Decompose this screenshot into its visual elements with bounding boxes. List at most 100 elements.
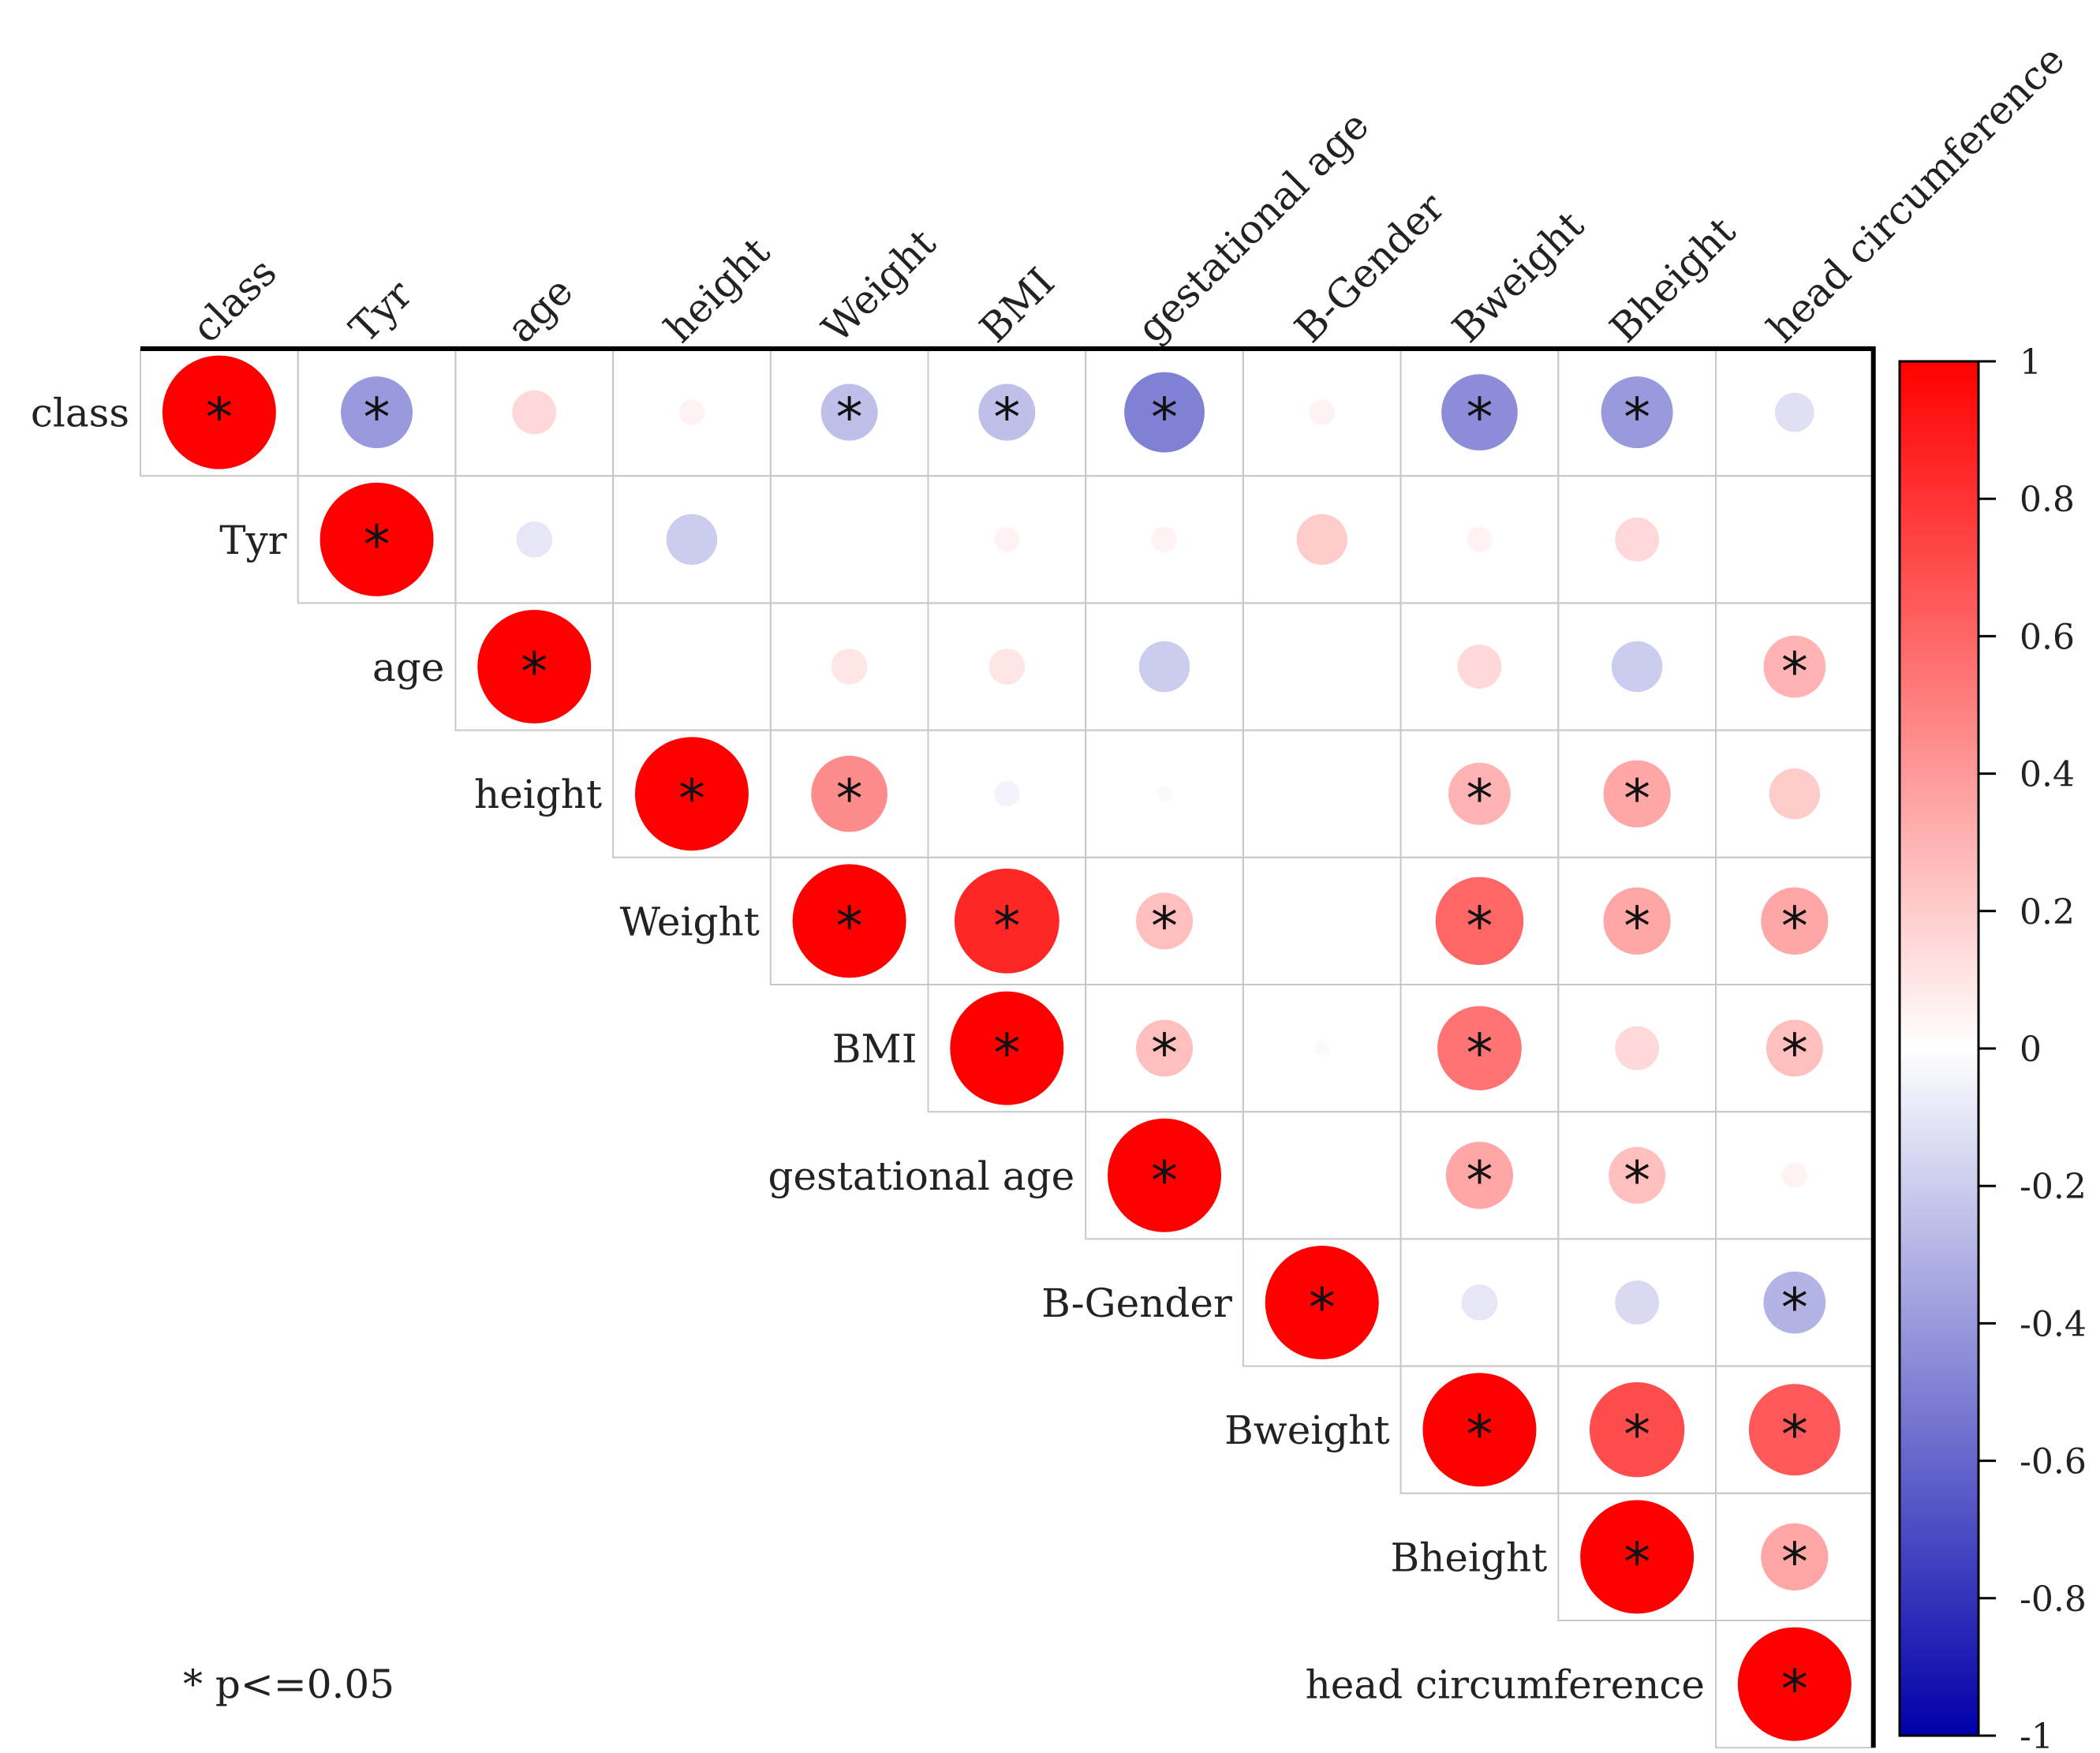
- correlation-circle: [319, 482, 434, 596]
- correlation-circle: [512, 390, 557, 435]
- significance-marker: *: [1624, 895, 1650, 958]
- correlation-circle: [1136, 1019, 1194, 1077]
- correlation-circle: [994, 526, 1020, 552]
- significance-marker: *: [1624, 1150, 1650, 1213]
- significance-marker: *: [1781, 1531, 1808, 1594]
- significance-marker: *: [1624, 768, 1650, 831]
- correlation-circle: [1467, 526, 1493, 552]
- colorbar-scale: [1898, 360, 1980, 1737]
- grid-cell: [612, 602, 772, 731]
- significance-marker: *: [1151, 387, 1178, 450]
- correlation-circle: [162, 355, 276, 469]
- row-label: Bheight: [1390, 1534, 1547, 1580]
- significance-marker: *: [1781, 1277, 1808, 1340]
- correlation-circle: [1615, 1026, 1660, 1071]
- correlation-circle: [1445, 1142, 1514, 1209]
- significance-legend: * p<=0.05: [183, 1661, 394, 1707]
- row-label: BMI: [832, 1026, 917, 1072]
- significance-marker: *: [1151, 1150, 1178, 1213]
- correlation-circle: [1763, 635, 1826, 698]
- row-label: age: [372, 645, 444, 690]
- correlation-circle: [1156, 786, 1173, 802]
- grid-cell: [1715, 475, 1874, 604]
- significance-marker: *: [1624, 1531, 1650, 1594]
- colorbar-tick-label: 0.2: [2020, 892, 2075, 933]
- correlation-circle: [792, 864, 906, 978]
- correlation-circle: [1136, 892, 1194, 950]
- column-label: Weight: [813, 220, 944, 351]
- colorbar: 1 0.8 0.6 0.4 0.2 0 -0.2 -0.4 -0.6 -0.8 -1: [1898, 342, 2087, 1753]
- column-label: class: [183, 249, 285, 351]
- significance-marker: *: [1466, 768, 1493, 831]
- significance-marker: *: [1624, 387, 1650, 450]
- correlation-circle: [1603, 760, 1671, 828]
- correlation-circle: [1763, 1271, 1826, 1334]
- row-label: B-Gender: [1041, 1280, 1232, 1326]
- correlation-circle: [1601, 376, 1673, 449]
- correlation-circle: [1580, 1500, 1695, 1614]
- correlation-circle: [634, 737, 749, 851]
- correlation-circle: [1138, 641, 1190, 693]
- correlation-circle: [1309, 399, 1335, 425]
- significance-marker: *: [1781, 1023, 1808, 1086]
- correlation-circle: [1609, 1146, 1666, 1204]
- correlation-circle: [978, 383, 1036, 441]
- row-label: Bweight: [1224, 1407, 1389, 1453]
- correlation-circle: [1313, 1040, 1330, 1056]
- colorbar-tick-label: -0.4: [2020, 1304, 2087, 1344]
- colorbar-tick-label: -0.6: [2020, 1442, 2087, 1482]
- correlation-circle: [1615, 1280, 1660, 1325]
- significance-marker: *: [993, 1023, 1020, 1086]
- row-label: gestational age: [768, 1153, 1075, 1199]
- correlation-circle: [1737, 1627, 1852, 1741]
- significance-marker: *: [1466, 1023, 1493, 1086]
- correlation-circle: [1774, 392, 1814, 432]
- significance-marker: *: [364, 514, 390, 577]
- correlation-circle: [1615, 517, 1660, 562]
- correlation-circle: [1748, 1384, 1840, 1476]
- correlation-circle: [1422, 1373, 1537, 1487]
- correlation-circle: [1761, 887, 1829, 955]
- significance-marker: *: [993, 387, 1020, 450]
- correlation-circle: [1611, 641, 1663, 693]
- row-label: Tyr: [219, 518, 287, 563]
- row-label: head circumference: [1306, 1662, 1705, 1708]
- significance-marker: *: [1309, 1277, 1336, 1340]
- row-label: class: [31, 391, 129, 436]
- grid-cell: [1242, 602, 1402, 731]
- column-label: BMI: [971, 259, 1063, 351]
- significance-marker: *: [1466, 1150, 1493, 1213]
- correlation-circle: [811, 755, 887, 832]
- correlation-circle: [1761, 1523, 1829, 1590]
- correlation-circle: [820, 383, 878, 441]
- colorbar-tick-label: 1: [2020, 342, 2042, 383]
- correlation-circle: [1151, 526, 1178, 552]
- grid-cell: [769, 475, 929, 604]
- significance-marker: *: [836, 387, 863, 450]
- row-label: height: [474, 772, 602, 817]
- correlation-circle: [994, 781, 1020, 807]
- correlation-circle: [1441, 374, 1518, 450]
- significance-marker: *: [1466, 387, 1493, 450]
- correlation-circle: [1457, 645, 1502, 689]
- significance-marker: *: [1781, 895, 1808, 958]
- correlation-circle: [1437, 1006, 1522, 1090]
- significance-marker: *: [1151, 1023, 1178, 1086]
- significance-marker: *: [1151, 895, 1178, 958]
- significance-marker: *: [1781, 1404, 1808, 1467]
- correlation-circle: [1124, 372, 1205, 453]
- correlation-circle: [678, 399, 705, 425]
- correlation-circle: [1435, 876, 1524, 966]
- column-label: Bheight: [1601, 208, 1745, 352]
- significance-marker: *: [1466, 1404, 1493, 1467]
- column-label: B-Gender: [1286, 184, 1453, 351]
- correlation-circle: [831, 648, 868, 685]
- grid-cell: [1242, 856, 1402, 986]
- correlation-circle: [1448, 762, 1511, 825]
- significance-marker: *: [1466, 895, 1493, 958]
- column-label: head circumference: [1758, 36, 2073, 351]
- correlation-circle: [1769, 768, 1821, 820]
- significance-marker: *: [521, 641, 547, 704]
- correlation-circle: [1781, 1162, 1807, 1188]
